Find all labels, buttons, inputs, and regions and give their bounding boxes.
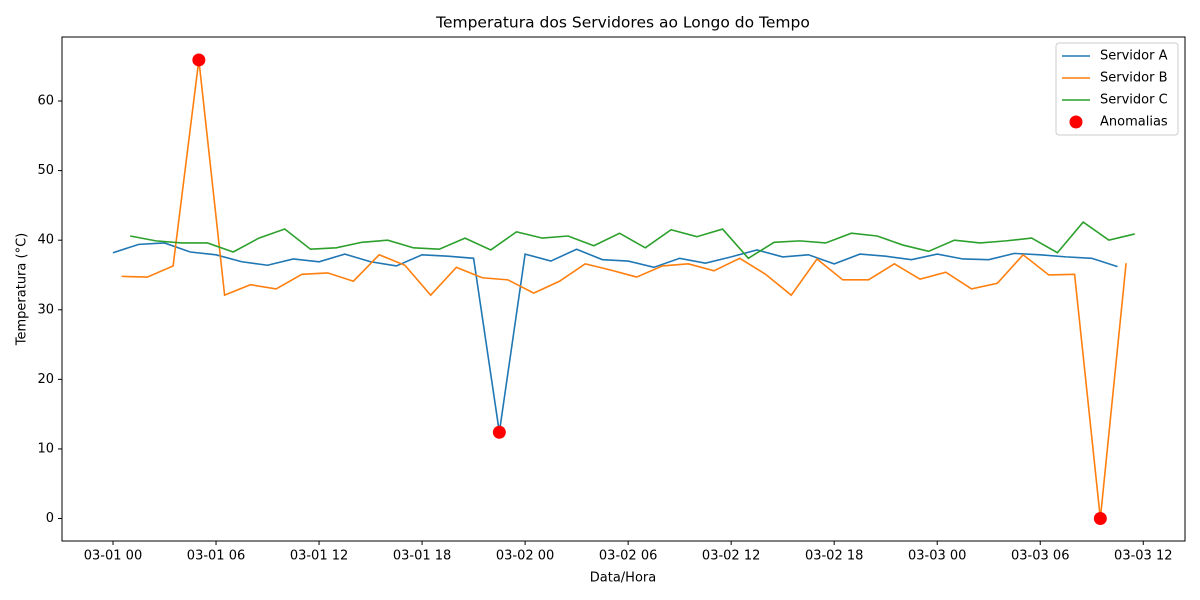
x-tick-label: 03-01 06 (187, 549, 245, 564)
y-tick-label: 60 (37, 94, 54, 109)
legend-label: Servidor B (1100, 71, 1168, 86)
x-tick-label: 03-02 12 (702, 549, 760, 564)
line-series (112, 242, 1118, 433)
y-tick-label: 20 (37, 372, 54, 387)
anomaly-point (192, 53, 206, 67)
x-tick-label: 03-03 12 (1114, 549, 1172, 564)
y-tick-label: 50 (37, 163, 54, 178)
y-tick-label: 10 (37, 441, 54, 456)
line-series (130, 221, 1135, 260)
legend-label: Servidor C (1100, 93, 1168, 108)
y-tick-label: 40 (37, 233, 54, 248)
y-tick-label: 30 (37, 302, 54, 317)
line-series (121, 59, 1127, 519)
legend-label: Servidor A (1100, 49, 1168, 64)
plot-frame (61, 36, 1186, 542)
x-tick-label: 03-02 18 (805, 549, 863, 564)
anomaly-point (1093, 512, 1107, 526)
x-tick-label: 03-02 06 (599, 549, 657, 564)
x-tick-label: 03-01 00 (84, 549, 142, 564)
legend-box (1055, 42, 1179, 136)
x-tick-label: 03-03 00 (908, 549, 966, 564)
chart-title: Temperatura dos Servidores ao Longo do T… (435, 14, 810, 32)
x-tick-label: 03-01 18 (393, 549, 451, 564)
x-tick-label: 03-01 12 (290, 549, 348, 564)
legend-marker (1069, 115, 1083, 129)
y-axis-label: Temperatura (°C) (15, 233, 30, 346)
y-tick-label: 0 (46, 511, 54, 526)
legend-label: Anomalias (1100, 115, 1168, 130)
x-axis-label: Data/Hora (590, 571, 656, 586)
x-tick-label: 03-03 06 (1011, 549, 1069, 564)
anomaly-point (492, 425, 506, 439)
x-tick-label: 03-02 00 (496, 549, 554, 564)
